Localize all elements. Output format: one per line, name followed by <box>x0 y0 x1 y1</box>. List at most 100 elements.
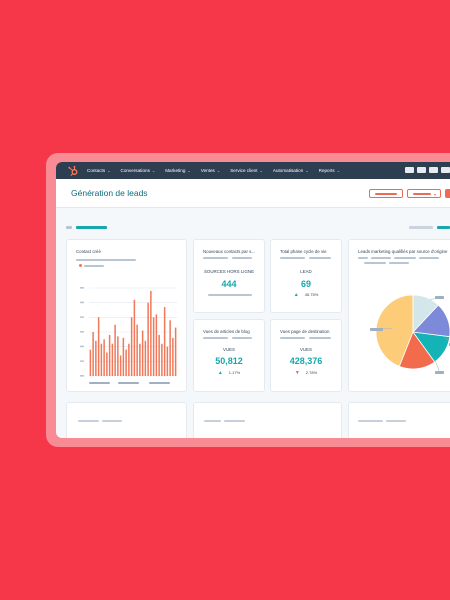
tab-placeholder[interactable] <box>409 226 433 229</box>
legend-placeholder <box>84 265 104 267</box>
nav-item-marketing[interactable]: Marketing ⌄ <box>165 168 191 173</box>
y-tick-label-placeholder <box>80 301 84 304</box>
legend-placeholder <box>394 257 416 259</box>
slice-label-placeholder <box>435 296 444 299</box>
tab-placeholder[interactable] <box>66 226 72 229</box>
subtitle-placeholder <box>280 337 305 339</box>
search-icon[interactable] <box>405 167 414 173</box>
trend-up-icon: ▲ <box>293 292 299 298</box>
subtitle-placeholder <box>203 257 228 259</box>
settings-icon[interactable] <box>429 167 438 173</box>
nav-label: Ventes <box>200 168 215 173</box>
widget-title: Total phase cycle de vie <box>280 249 327 254</box>
page-header: Génération de leads ▾ <box>56 179 450 208</box>
chart-bar <box>163 307 166 376</box>
filter-dropdown[interactable]: ▾ <box>407 189 441 198</box>
title-placeholder <box>358 420 383 422</box>
actions-button[interactable] <box>369 189 403 198</box>
account-icon[interactable] <box>441 167 450 173</box>
nav-label: Reports <box>318 168 335 173</box>
nav-item-conversations[interactable]: Conversations ⌄ <box>121 168 156 173</box>
chart-bar <box>108 334 111 376</box>
leader-line <box>444 337 450 343</box>
nav-item-contacts[interactable]: Contacts ⌄ <box>87 168 111 173</box>
chevron-down-icon: ⌄ <box>187 168 191 173</box>
chart-bar <box>161 343 163 376</box>
chart-bar <box>133 299 136 376</box>
nav-item-ventes[interactable]: Ventes ⌄ <box>201 168 220 173</box>
chart-bar <box>128 343 130 376</box>
nav-label: Service client <box>230 168 258 173</box>
kpi-value: 428,376 <box>289 356 323 366</box>
kpi-change: ▲ 1.17% <box>194 370 264 376</box>
widget-blog-views[interactable]: Vues de articles de blog VUES 50,812 ▲ 1.… <box>193 319 265 392</box>
chart-bar <box>155 314 158 376</box>
widget-mql-by-source[interactable]: Leads marketing qualifiés par source d'o… <box>348 239 450 392</box>
kpi-change: ▼ 2.78% <box>271 370 341 376</box>
subtitle-placeholder <box>309 337 331 339</box>
nav-item-automatisation[interactable]: Automatisation ⌄ <box>273 168 309 173</box>
notifications-icon[interactable] <box>417 167 426 173</box>
tab-placeholder[interactable] <box>437 226 450 229</box>
legend-placeholder <box>389 262 409 264</box>
widget-title: Contact créé <box>76 249 101 254</box>
kpi-label: VUES <box>223 347 235 352</box>
widget-title: Vues page de destination <box>280 329 330 334</box>
hubspot-logo-icon[interactable] <box>67 165 79 177</box>
comparison-placeholder <box>208 294 252 296</box>
chart-bar <box>89 349 92 376</box>
kpi-value: 50,812 <box>215 356 243 366</box>
chart-bar <box>95 340 97 376</box>
subtitle-placeholder <box>232 337 252 339</box>
leader-line <box>434 359 440 373</box>
y-tick-label-placeholder <box>80 345 84 348</box>
bar-chart <box>80 287 177 377</box>
dashboard-screen: Contacts ⌄ Conversations ⌄ Marketing ⌄ Vent… <box>56 162 450 438</box>
axis-label-placeholder <box>149 382 170 384</box>
chevron-down-icon: ⌄ <box>259 168 263 173</box>
primary-button[interactable] <box>445 189 450 198</box>
page-title: Génération de leads <box>71 188 148 198</box>
kpi-value: 69 <box>300 279 311 289</box>
nav-item-service-client[interactable]: Service client ⌄ <box>230 168 263 173</box>
change-value: 45.75% <box>304 292 319 297</box>
trend-up-icon: ▲ <box>217 370 223 376</box>
chart-bar <box>130 317 133 376</box>
widget-contacts-created[interactable]: Contact créé <box>66 239 187 392</box>
widget-title: Nouveaux contacts par s... <box>203 249 255 254</box>
widget-placeholder[interactable] <box>193 402 342 438</box>
title-placeholder <box>386 420 406 422</box>
widget-placeholder[interactable] <box>348 402 450 438</box>
axis-label-placeholder <box>89 382 110 384</box>
tab-active[interactable] <box>76 226 107 229</box>
chart-bar <box>111 343 114 376</box>
chart-bar <box>158 334 160 376</box>
chart-bar <box>117 336 119 376</box>
widget-title: Vues de articles de blog <box>203 329 250 334</box>
chart-bar <box>144 340 147 376</box>
chart-bar <box>147 302 149 376</box>
widget-landing-page-views[interactable]: Vues page de destination VUES 428,376 ▼ 2… <box>270 319 342 392</box>
legend-placeholder <box>364 262 386 264</box>
subtitle-placeholder <box>309 257 331 259</box>
kpi-label: LEAD <box>300 269 312 274</box>
kpi-change: ▲ 45.75% <box>271 292 341 298</box>
title-placeholder <box>102 420 122 422</box>
widget-placeholder[interactable] <box>66 402 187 438</box>
trend-down-icon: ▼ <box>294 370 300 376</box>
kpi-label: VUES <box>300 347 312 352</box>
slice-label-placeholder <box>370 328 383 331</box>
chart-bar <box>103 339 105 376</box>
chart-bar <box>169 320 171 376</box>
chart-bar <box>141 330 144 376</box>
widget-lifecycle-stage[interactable]: Total phase cycle de vie LEAD 69 ▲ 45.75% <box>270 239 342 313</box>
chart-bar <box>97 317 100 376</box>
widget-new-contacts[interactable]: Nouveaux contacts par s... SOURCES HORS … <box>193 239 265 313</box>
chevron-down-icon: ▾ <box>433 192 436 197</box>
chevron-down-icon: ⌄ <box>305 168 309 173</box>
chart-bar <box>136 324 138 376</box>
chart-bar <box>139 343 141 376</box>
chart-bar <box>92 332 94 376</box>
axis-label-placeholder <box>118 382 139 384</box>
nav-item-reports[interactable]: Reports ⌄ <box>319 168 340 173</box>
